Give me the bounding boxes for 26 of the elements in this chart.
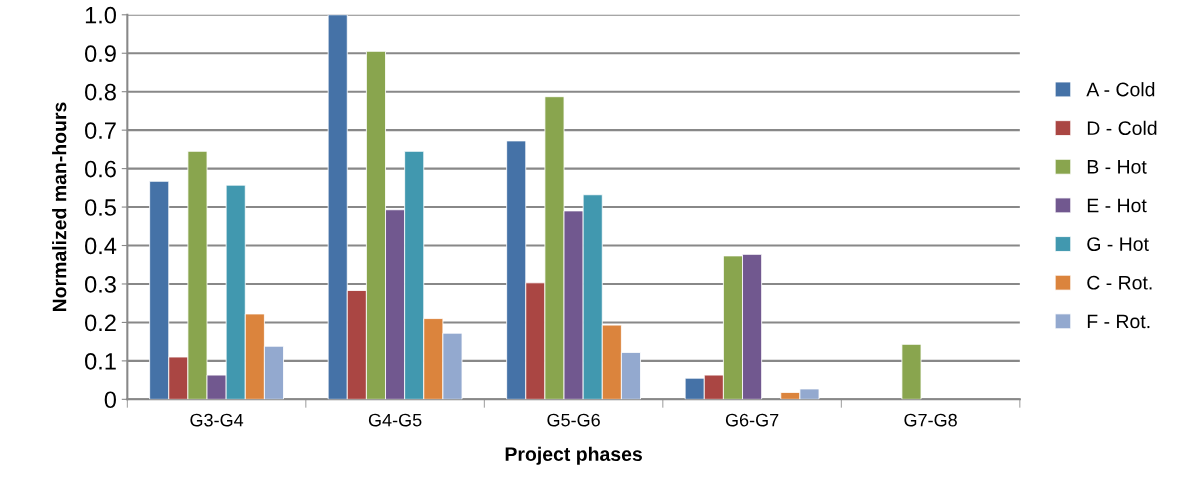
x-tick-label: G7-G8 xyxy=(904,413,957,427)
x-tick-label: G5-G6 xyxy=(547,413,600,427)
x-tick-label: G4-G5 xyxy=(368,413,422,427)
y-tick-label: 0.8 xyxy=(85,83,116,101)
legend-label: A - Cold xyxy=(1086,82,1155,97)
legend-label: E - Hot xyxy=(1087,198,1147,213)
y-tick-label: 0.3 xyxy=(85,276,116,293)
y-axis-title: Normalized man-hours xyxy=(52,102,67,312)
y-tick-label: 0.9 xyxy=(85,45,116,63)
legend-label: D - Cold xyxy=(1087,120,1157,136)
legend-label: G - Hot xyxy=(1087,237,1149,251)
legend-label: B - Hot xyxy=(1087,160,1147,174)
x-tick-label: G3-G4 xyxy=(190,413,244,427)
x-axis-title: Project phases xyxy=(505,446,642,465)
y-tick-label: 0.1 xyxy=(85,352,116,370)
y-tick-label: 0 xyxy=(104,391,116,409)
legend-label: F - Rot. xyxy=(1087,314,1150,329)
y-tick-label: 0.2 xyxy=(85,314,116,332)
y-tick-label: 0.5 xyxy=(85,199,116,216)
legend-label: C - Rot. xyxy=(1087,275,1152,290)
y-tick-label: 0.6 xyxy=(85,160,116,178)
x-tick-label: G6-G7 xyxy=(725,413,779,427)
y-tick-label: 0.4 xyxy=(85,237,117,255)
bar xyxy=(901,343,922,400)
y-tick-label: 1.0 xyxy=(85,6,116,24)
y-tick-label: 0.7 xyxy=(85,122,116,139)
